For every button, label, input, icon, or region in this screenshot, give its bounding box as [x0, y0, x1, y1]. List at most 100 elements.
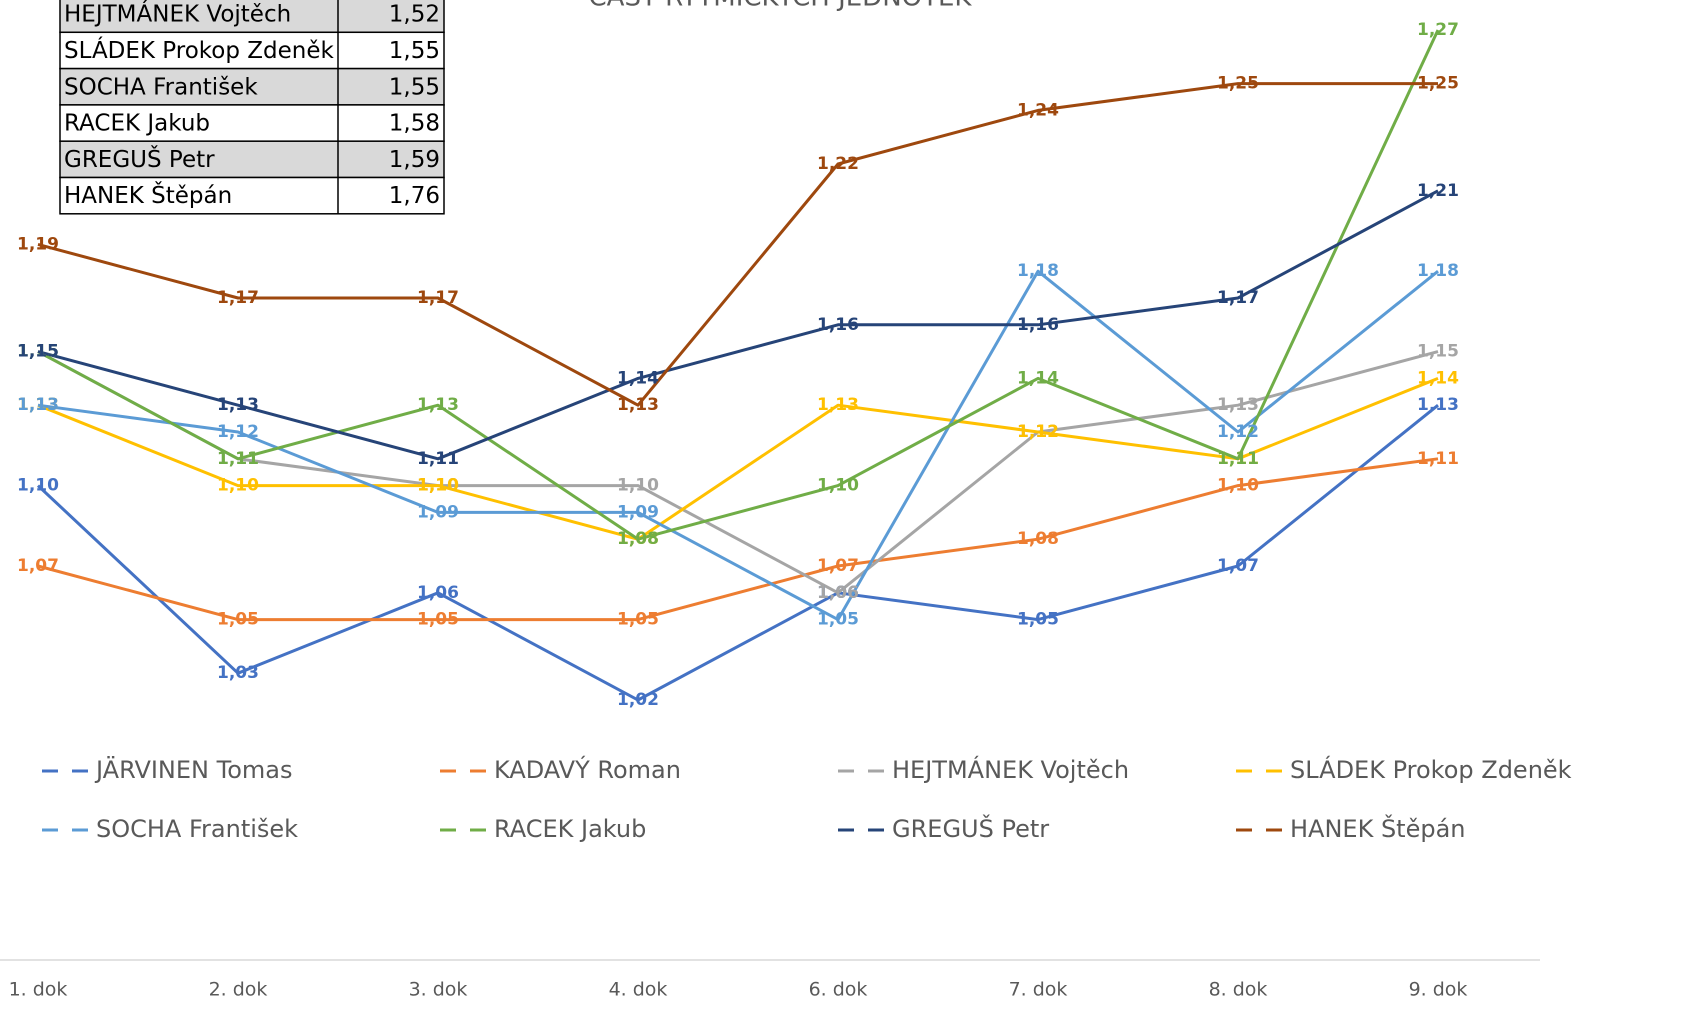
table-cell: 1,59	[389, 147, 440, 173]
x-tick-label: 3. dok	[409, 979, 468, 1001]
data-label: 1,11	[217, 449, 259, 469]
data-label: 1,09	[617, 502, 659, 522]
series-line	[37, 350, 1439, 595]
data-label: 1,13	[1417, 395, 1459, 415]
series-line	[37, 29, 1440, 541]
series-line	[37, 457, 1439, 622]
data-label: 1,15	[17, 342, 59, 362]
data-label: 1,22	[817, 154, 859, 174]
data-label: 1,11	[1217, 449, 1259, 469]
data-label: 1,06	[817, 583, 859, 603]
data-label: 1,08	[617, 529, 659, 549]
table-row	[59, 31, 445, 70]
legend-label: HANEK Štěpán	[1290, 813, 1466, 843]
data-label: 1,14	[1017, 368, 1059, 388]
data-label: 1,13	[1217, 395, 1259, 415]
data-label: 1,15	[17, 342, 59, 362]
data-label: 1,05	[1017, 610, 1059, 630]
table-row	[59, 140, 445, 179]
data-label: 1,05	[617, 610, 659, 630]
data-label: 1,10	[417, 476, 459, 496]
data-label: 1,10	[1217, 476, 1259, 496]
data-label: 1,07	[1217, 556, 1259, 576]
data-label: 1,11	[417, 449, 459, 469]
data-label: 1,10	[417, 476, 459, 496]
table-row	[59, 176, 445, 215]
legend-label: SLÁDEK Prokop Zdeněk	[1290, 755, 1572, 784]
data-label: 1,13	[17, 395, 59, 415]
x-tick-label: 2. dok	[209, 979, 268, 1001]
table-cell: 1,55	[389, 74, 440, 100]
table-cell: HEJTMÁNEK Vojtěch	[64, 0, 291, 28]
table-row	[59, 104, 445, 142]
data-label: 1,06	[817, 583, 859, 603]
x-tick-label: 4. dok	[609, 979, 668, 1001]
data-label: 1,21	[1417, 181, 1459, 201]
x-tick-label: 6. dok	[809, 979, 868, 1001]
data-label: 1,03	[217, 663, 259, 683]
table-cell: 1,58	[389, 111, 440, 137]
data-label: 1,16	[1017, 315, 1059, 335]
data-label: 1,05	[817, 610, 859, 630]
data-label: 1,14	[1417, 368, 1459, 388]
series-line	[37, 82, 1438, 407]
data-label: 1,11	[217, 449, 259, 469]
legend-label: RACEK Jakub	[494, 815, 646, 843]
legend-label: GREGUŠ Petr	[892, 813, 1049, 843]
data-label: 1,08	[1017, 529, 1059, 549]
chart-title: ČÁST RYTMICKÝCH JEDNOTEK	[589, 0, 973, 13]
data-label: 1,10	[17, 476, 59, 496]
data-label: 1,18	[1417, 261, 1459, 281]
data-label: 1,07	[17, 556, 59, 576]
data-label: 1,11	[1417, 449, 1459, 469]
data-label: 1,16	[817, 315, 859, 335]
data-label: 1,05	[217, 610, 259, 630]
legend-label: JÄRVINEN Tomas	[94, 755, 293, 784]
table-row	[59, 67, 445, 106]
data-label: 1,13	[217, 395, 259, 415]
data-label: 1,12	[1017, 422, 1059, 442]
x-tick-label: 8. dok	[1209, 979, 1268, 1001]
data-label: 1,05	[417, 610, 459, 630]
table-cell: 1,76	[389, 183, 440, 209]
legend-label: HEJTMÁNEK Vojtěch	[892, 755, 1129, 784]
legend-label: KADAVÝ Roman	[494, 755, 681, 784]
x-tick-label: 1. dok	[9, 979, 68, 1001]
series-line	[37, 189, 1439, 461]
data-label: 1,15	[1417, 342, 1459, 362]
series-line	[37, 377, 1439, 541]
data-label: 1,25	[1417, 74, 1459, 94]
table-cell: 1,55	[389, 38, 440, 64]
data-label: 1,27	[1417, 20, 1459, 40]
data-label: 1,17	[1217, 288, 1259, 308]
data-label: 1,11	[1217, 449, 1259, 469]
table-cell: GREGUŠ Petr	[64, 145, 215, 173]
data-label: 1,12	[1017, 422, 1059, 442]
table-cell: SLÁDEK Prokop Zdeněk	[64, 36, 335, 64]
data-label: 1,17	[217, 288, 259, 308]
data-label: 1,09	[417, 502, 459, 522]
data-label: 1,24	[1017, 100, 1059, 120]
data-label: 1,12	[1217, 422, 1259, 442]
data-label: 1,08	[617, 529, 659, 549]
table-cell: RACEK Jakub	[64, 111, 210, 137]
data-label: 1,18	[1017, 261, 1059, 281]
data-label: 1,02	[617, 690, 659, 710]
data-label: 1,19	[17, 234, 59, 254]
series-line	[36, 404, 1439, 702]
data-label: 1,12	[217, 422, 259, 442]
data-label: 1,07	[817, 556, 859, 576]
data-label: 1,25	[1217, 74, 1259, 94]
data-label: 1,14	[617, 368, 659, 388]
x-tick-label: 9. dok	[1409, 979, 1468, 1001]
data-label: 1,13	[817, 395, 859, 415]
x-tick-label: 7. dok	[1009, 979, 1068, 1001]
data-label: 1,13	[17, 395, 59, 415]
series-line	[37, 269, 1439, 622]
data-label: 1,10	[217, 476, 259, 496]
legend-label: SOCHA František	[96, 815, 298, 843]
data-label: 1,06	[417, 583, 459, 603]
data-label: 1,17	[417, 288, 459, 308]
